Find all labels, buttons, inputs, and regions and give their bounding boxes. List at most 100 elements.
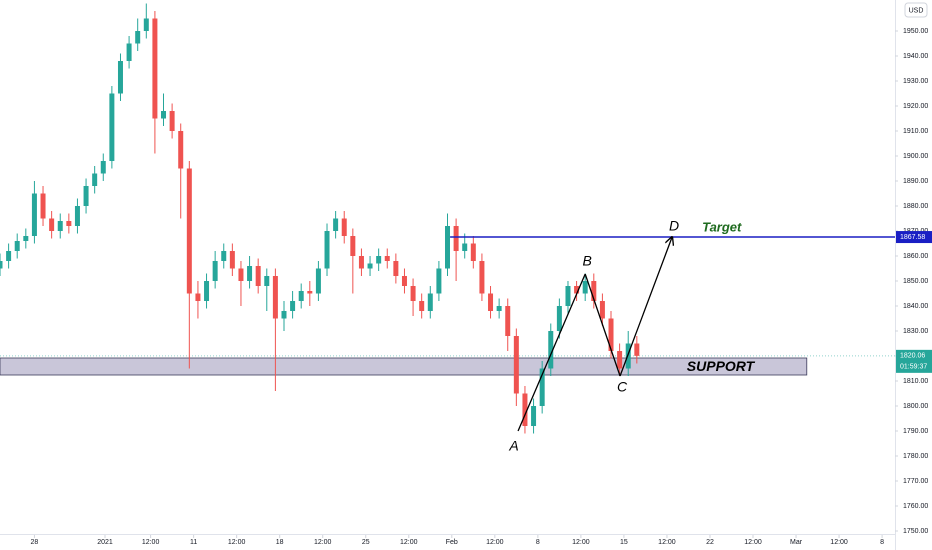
target-price-label: 1867.58 [900,234,925,241]
candle-body [247,266,253,281]
current-price-badge [896,349,932,373]
candle-body [574,286,580,294]
candle-body [49,218,55,231]
support-label: SUPPORT [687,358,756,374]
candle-body [556,306,562,331]
candle-body [488,293,494,311]
candle-body [384,256,390,261]
candle-body [264,276,270,286]
candle-body [376,256,382,264]
candle-body [14,241,20,251]
candle-body [135,31,141,44]
candle-body [531,406,537,426]
target-label: Target [702,219,742,234]
candle-body [470,243,476,261]
candle-body [324,231,330,269]
x-tick-label: 28 [31,539,39,546]
candle-body [307,291,313,294]
pattern-point-label: B [583,253,592,269]
candle-body [298,291,304,301]
candle-body [126,43,132,61]
y-tick-label: 1760.00 [903,503,928,510]
candle-body [453,226,459,251]
candle-body [281,311,287,319]
x-tick-label: 2021 [97,539,113,546]
candle-body [358,256,364,269]
candle-body [6,251,12,261]
candle-body [66,221,72,226]
countdown-label: 01:59:37 [900,364,927,371]
x-tick-label: 8 [536,539,540,546]
candle-body [548,331,554,369]
x-tick-label: 12:00 [314,539,332,546]
pattern-point-label: A [508,438,518,454]
candle-body [255,266,261,286]
candle-body [238,268,244,281]
candle-body [117,61,123,94]
candle-body [505,306,511,336]
candle-body [315,268,321,294]
x-tick-label: 12:00 [744,539,762,546]
candle-body [522,393,528,426]
candle-body [462,243,468,251]
candle-body [479,261,485,294]
x-tick-label: 12:00 [142,539,160,546]
pattern-leg [619,237,672,377]
candle-body [419,301,425,311]
currency-badge[interactable] [904,2,928,18]
candle-body [178,131,184,169]
candle-body [617,351,623,369]
candle-body [591,281,597,301]
y-tick-label: 1930.00 [903,78,928,85]
candle-body [0,261,3,269]
candle-body [410,286,416,301]
candle-body [608,318,614,351]
candle-body [74,206,80,226]
candle-body [195,293,201,301]
pattern-point-label: D [669,218,679,234]
y-tick-label: 1950.00 [903,28,928,35]
y-tick-label: 1830.00 [903,328,928,335]
candle-body [229,251,235,269]
y-tick-label: 1770.00 [903,478,928,485]
x-tick-label: Mar [790,539,803,546]
x-tick-label: 12:00 [830,539,848,546]
candle-body [83,186,89,206]
x-tick-label: 15 [620,539,628,546]
candle-body [393,261,399,276]
x-tick-label: 12:00 [572,539,590,546]
x-tick-label: 11 [190,539,197,546]
candle-body [445,226,450,269]
y-tick-label: 1800.00 [903,403,928,410]
candle-body [40,193,46,219]
candle-body [350,236,356,256]
candle-body [634,343,640,356]
y-tick-label: 1790.00 [903,428,928,435]
current-price-label: 1820.06 [900,353,925,360]
pattern-leg [517,273,586,432]
candle-body [212,261,218,281]
candle-body [427,293,433,311]
y-tick-label: 1910.00 [903,128,928,135]
x-tick-label: 12:00 [228,539,246,546]
candle-body [582,281,588,294]
candle-body [513,336,519,394]
y-tick-label: 1920.00 [903,103,928,110]
y-tick-label: 1810.00 [903,378,928,385]
candle-body [23,236,29,241]
x-tick-label: 8 [880,539,884,546]
candle-body [109,93,115,161]
candle-body [272,276,278,319]
x-tick-label: 12:00 [400,539,418,546]
y-tick-label: 1900.00 [903,153,928,160]
y-tick-label: 1750.00 [903,528,928,535]
pattern-point-label: C [617,379,628,395]
candle-body [100,161,106,174]
candle-body [436,268,442,294]
y-tick-label: 1890.00 [903,178,928,185]
y-tick-label: 1780.00 [903,453,928,460]
currency-label[interactable]: USD [909,7,924,14]
candle-body [539,368,545,406]
